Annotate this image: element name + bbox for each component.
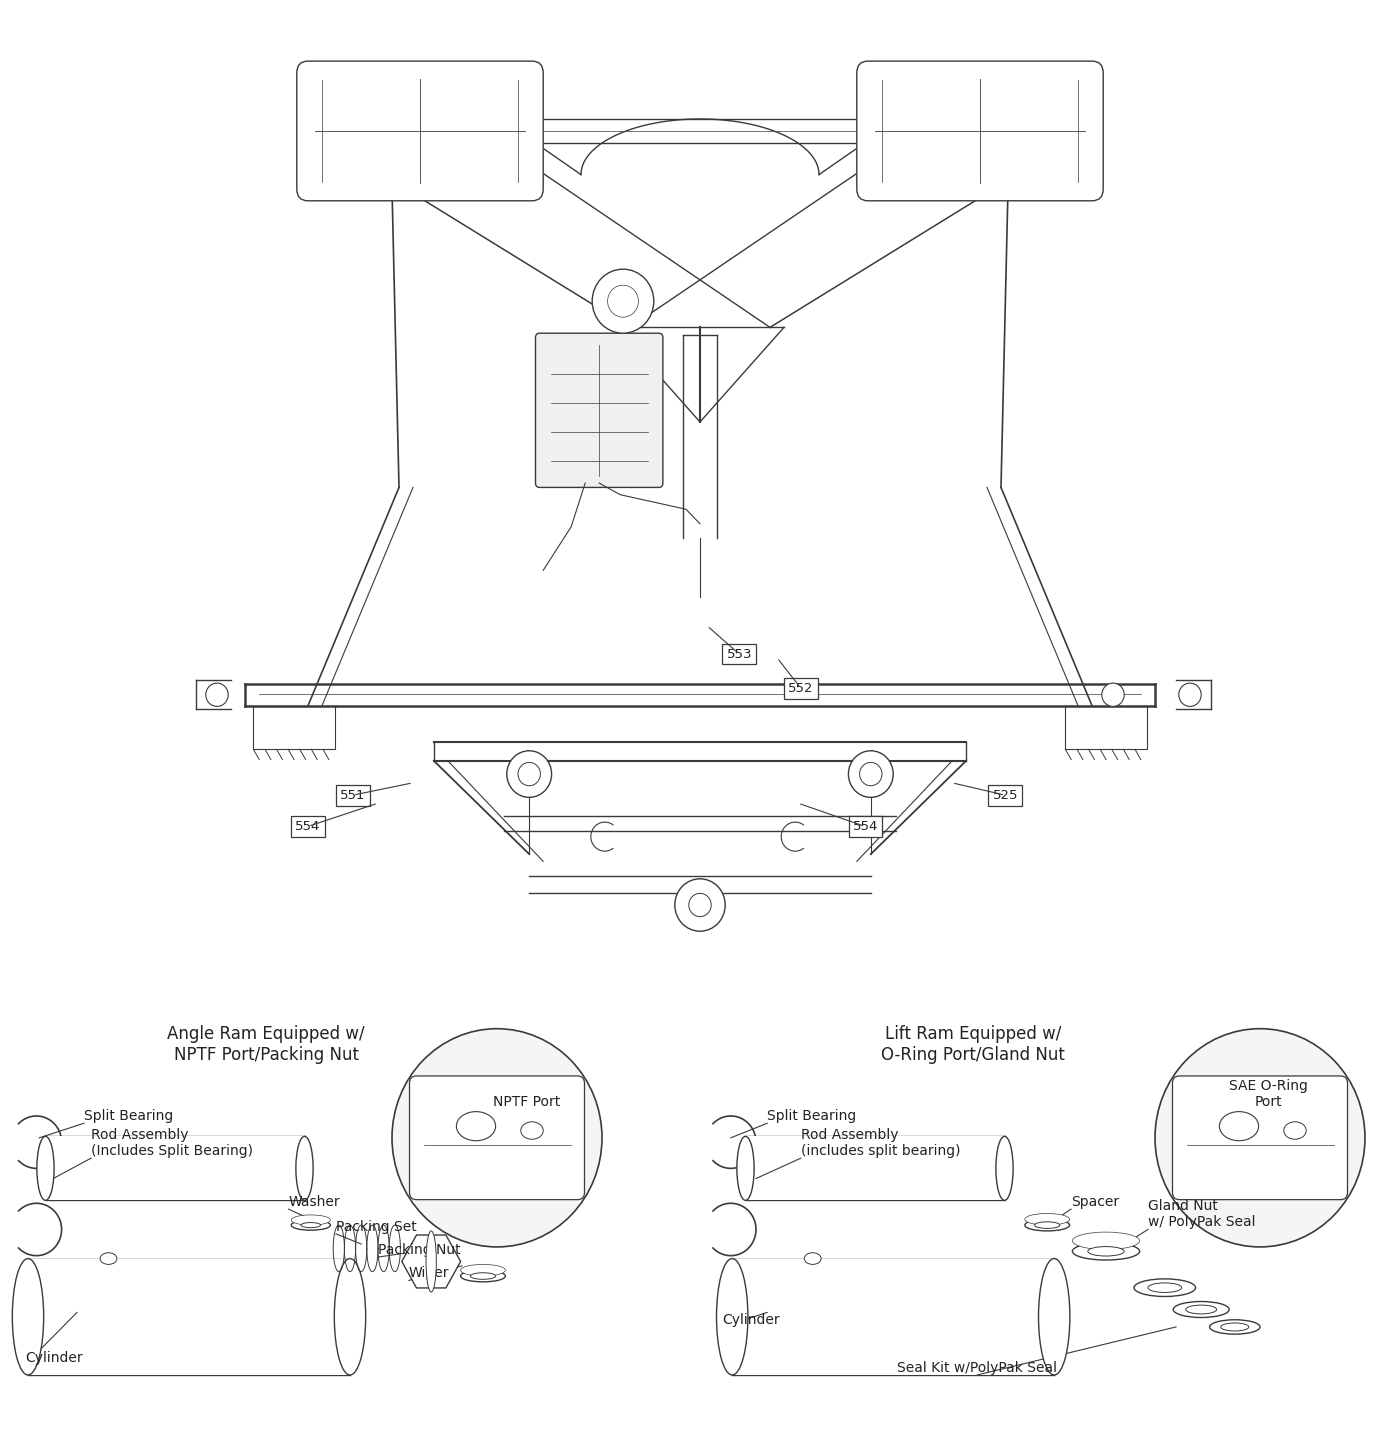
Ellipse shape <box>1025 1213 1070 1225</box>
Text: Angle Ram Equipped w/
NPTF Port/Packing Nut: Angle Ram Equipped w/ NPTF Port/Packing … <box>167 1026 365 1064</box>
Ellipse shape <box>1035 1222 1060 1228</box>
Circle shape <box>1179 682 1201 706</box>
Text: Split Bearing: Split Bearing <box>84 1109 174 1123</box>
Text: Rod Assembly
(Includes Split Bearing): Rod Assembly (Includes Split Bearing) <box>91 1128 253 1158</box>
Ellipse shape <box>461 1264 505 1276</box>
Text: 554: 554 <box>853 821 878 832</box>
Ellipse shape <box>1219 1112 1259 1141</box>
Ellipse shape <box>295 1136 314 1200</box>
Text: Cylinder: Cylinder <box>722 1312 780 1327</box>
Circle shape <box>518 762 540 786</box>
Circle shape <box>1155 1029 1365 1247</box>
Text: Wiper: Wiper <box>409 1266 449 1280</box>
Ellipse shape <box>1210 1320 1260 1334</box>
Text: Lift Ram Equipped w/
O-Ring Port/Gland Nut: Lift Ram Equipped w/ O-Ring Port/Gland N… <box>881 1026 1065 1064</box>
Circle shape <box>1102 682 1124 706</box>
Ellipse shape <box>461 1270 505 1282</box>
Text: Split Bearing: Split Bearing <box>767 1109 857 1123</box>
Ellipse shape <box>804 1253 820 1264</box>
Bar <box>28 1259 350 1375</box>
Circle shape <box>507 751 552 797</box>
Ellipse shape <box>426 1231 437 1292</box>
FancyBboxPatch shape <box>535 333 664 487</box>
FancyBboxPatch shape <box>297 61 543 201</box>
Ellipse shape <box>521 1122 543 1139</box>
Ellipse shape <box>291 1219 330 1229</box>
Text: Packing Set: Packing Set <box>336 1219 417 1234</box>
Text: 551: 551 <box>340 789 365 802</box>
Ellipse shape <box>1173 1301 1229 1318</box>
Ellipse shape <box>36 1136 55 1200</box>
Bar <box>745 1136 1005 1200</box>
Circle shape <box>608 285 638 317</box>
Ellipse shape <box>717 1259 748 1375</box>
Ellipse shape <box>1072 1243 1140 1260</box>
Text: 554: 554 <box>295 821 321 832</box>
Ellipse shape <box>470 1273 496 1279</box>
Text: Washer: Washer <box>288 1195 340 1209</box>
Ellipse shape <box>1072 1232 1140 1250</box>
Text: 553: 553 <box>727 647 752 661</box>
Ellipse shape <box>1284 1122 1306 1139</box>
Ellipse shape <box>291 1215 330 1225</box>
Ellipse shape <box>1134 1279 1196 1296</box>
Circle shape <box>689 893 711 917</box>
Text: 525: 525 <box>993 789 1018 802</box>
Ellipse shape <box>335 1259 365 1375</box>
Text: Cylinder: Cylinder <box>25 1350 83 1365</box>
FancyBboxPatch shape <box>409 1077 585 1199</box>
Circle shape <box>392 1029 602 1247</box>
Text: Rod Assembly
(includes split bearing): Rod Assembly (includes split bearing) <box>801 1128 960 1158</box>
Ellipse shape <box>1088 1247 1124 1256</box>
Text: Spacer: Spacer <box>1071 1195 1119 1209</box>
Text: Packing Nut: Packing Nut <box>378 1243 461 1257</box>
Ellipse shape <box>1221 1323 1249 1331</box>
FancyBboxPatch shape <box>857 61 1103 201</box>
Bar <box>45 1136 305 1200</box>
Text: 552: 552 <box>788 682 813 694</box>
Ellipse shape <box>736 1136 755 1200</box>
Ellipse shape <box>1186 1305 1217 1314</box>
Ellipse shape <box>1039 1259 1070 1375</box>
Ellipse shape <box>995 1136 1014 1200</box>
Circle shape <box>860 762 882 786</box>
Ellipse shape <box>13 1259 43 1375</box>
FancyBboxPatch shape <box>1173 1077 1347 1199</box>
Text: SAE O-Ring
Port: SAE O-Ring Port <box>1229 1078 1308 1109</box>
Text: NPTF Port: NPTF Port <box>493 1094 560 1109</box>
Ellipse shape <box>101 1253 118 1264</box>
Ellipse shape <box>1148 1283 1182 1292</box>
Bar <box>732 1259 1054 1375</box>
Ellipse shape <box>1025 1219 1070 1231</box>
Circle shape <box>848 751 893 797</box>
Text: Gland Nut
w/ PolyPak Seal: Gland Nut w/ PolyPak Seal <box>1148 1199 1256 1229</box>
Circle shape <box>592 269 654 333</box>
Circle shape <box>206 682 228 706</box>
Ellipse shape <box>456 1112 496 1141</box>
Circle shape <box>675 879 725 931</box>
Ellipse shape <box>301 1222 321 1228</box>
Text: Seal Kit w/PolyPak Seal: Seal Kit w/PolyPak Seal <box>897 1360 1057 1375</box>
